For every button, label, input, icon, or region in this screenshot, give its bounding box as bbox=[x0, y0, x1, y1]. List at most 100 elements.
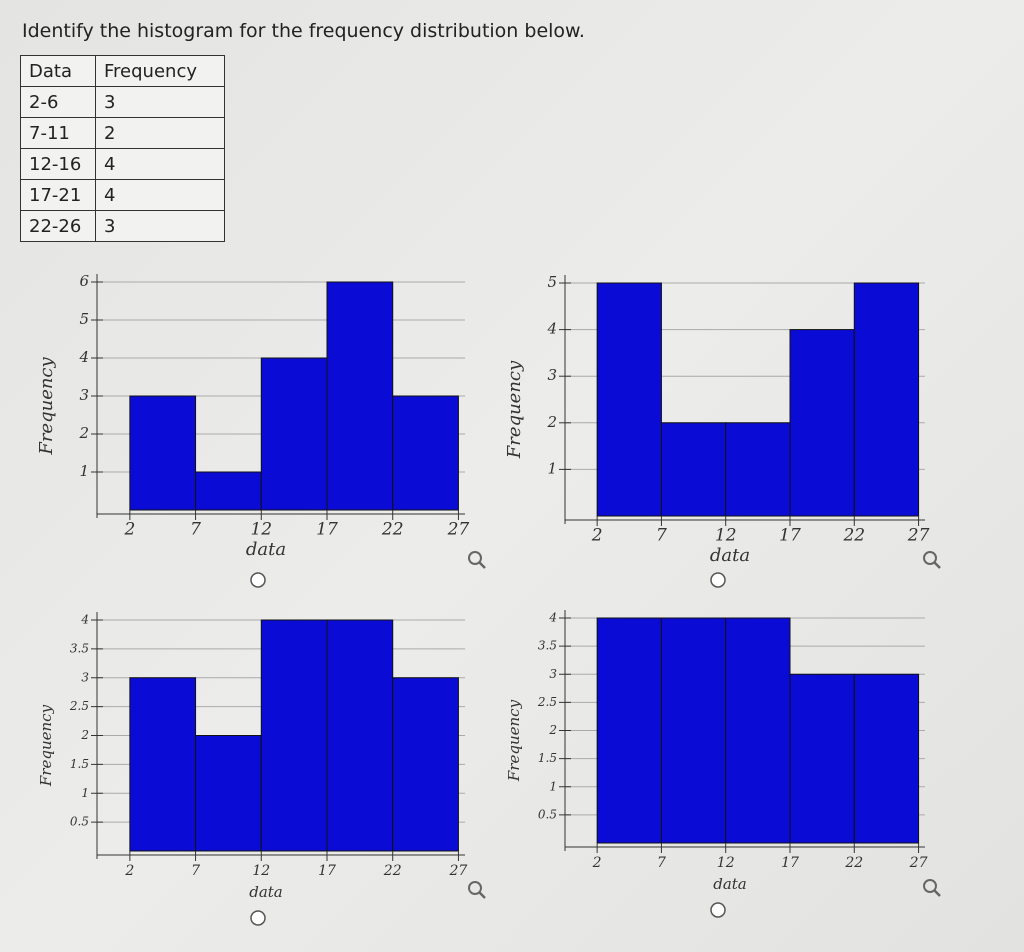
zoom-icon[interactable] bbox=[923, 879, 941, 897]
x-axis-label: data bbox=[710, 545, 750, 566]
x-tick-label: 2 bbox=[124, 863, 134, 879]
zoom-handle bbox=[478, 561, 486, 569]
bar bbox=[129, 395, 197, 511]
header-row: Data Frequency bbox=[20, 55, 225, 87]
y-tick-label: 2.5 bbox=[69, 699, 89, 713]
table-cell: 2 bbox=[95, 117, 225, 149]
bar bbox=[789, 673, 855, 844]
zoom-handle bbox=[933, 561, 941, 569]
y-tick-label: 1 bbox=[81, 786, 89, 800]
x-tick-label: 17 bbox=[781, 855, 799, 871]
bar bbox=[260, 357, 328, 511]
x-tick-label: 12 bbox=[715, 526, 737, 546]
x-tick-label: 27 bbox=[907, 526, 930, 546]
table-cell: 4 bbox=[95, 179, 225, 211]
y-axis-label: Frequency bbox=[505, 699, 523, 782]
x-tick-label: 17 bbox=[318, 863, 336, 879]
bar bbox=[725, 617, 791, 844]
x-axis-label: data bbox=[249, 883, 283, 901]
y-axis-label: Frequency bbox=[37, 704, 55, 787]
x-tick-label: 2 bbox=[123, 520, 135, 540]
y-tick-label: 2 bbox=[80, 728, 89, 742]
zoom-icon[interactable] bbox=[923, 551, 941, 569]
zoom-lens bbox=[468, 551, 482, 565]
y-tick-label: 2.5 bbox=[537, 695, 557, 709]
table-cell: 3 bbox=[95, 210, 225, 242]
y-tick-label: 1 bbox=[549, 779, 557, 793]
y-tick-label: 6 bbox=[79, 272, 89, 290]
table-cell: 7-11 bbox=[20, 117, 96, 149]
x-tick-label: 2 bbox=[592, 855, 602, 871]
header-cell: Frequency bbox=[95, 55, 225, 87]
zoom-icon[interactable] bbox=[468, 551, 486, 569]
table-cell: 3 bbox=[95, 86, 225, 118]
y-tick-label: 3 bbox=[549, 667, 557, 681]
y-axis-label: Frequency bbox=[504, 360, 525, 459]
zoom-lens bbox=[923, 879, 937, 893]
y-tick-label: 1.5 bbox=[538, 751, 557, 765]
x-tick-label: 22 bbox=[842, 526, 865, 546]
x-tick-label: 2 bbox=[591, 526, 603, 546]
frequency-table: Data Frequency 2-6 3 7-11 2 12-16 4 17-21 4 22-2… bbox=[20, 55, 225, 242]
y-tick-label: 3 bbox=[547, 366, 557, 384]
answer-radio[interactable] bbox=[710, 902, 726, 918]
bar bbox=[195, 471, 262, 511]
bar bbox=[195, 735, 262, 852]
y-tick-label: 4 bbox=[546, 320, 557, 338]
y-axis-label: Frequency bbox=[36, 356, 57, 455]
bar bbox=[596, 617, 662, 844]
x-tick-label: 12 bbox=[717, 855, 735, 871]
bar bbox=[326, 281, 394, 511]
x-tick-label: 27 bbox=[909, 855, 928, 871]
y-tick-label: 3 bbox=[81, 670, 89, 684]
bar bbox=[660, 422, 727, 517]
x-axis-label: data bbox=[246, 539, 286, 560]
x-tick-label: 22 bbox=[844, 855, 863, 871]
answer-radio[interactable] bbox=[250, 572, 266, 588]
question: Identify the histogram for the frequency… bbox=[22, 20, 585, 42]
bar bbox=[789, 329, 855, 517]
y-tick-label: 1 bbox=[79, 462, 89, 480]
zoom-handle bbox=[478, 891, 486, 899]
y-tick-label: 1.5 bbox=[70, 757, 89, 771]
x-axis-label: data bbox=[713, 875, 747, 893]
x-tick-label: 7 bbox=[656, 526, 667, 546]
bar bbox=[853, 673, 920, 844]
y-tick-label: 3.5 bbox=[70, 641, 89, 655]
x-tick-label: 7 bbox=[191, 863, 200, 879]
x-tick-label: 12 bbox=[252, 863, 270, 879]
y-tick-label: 3 bbox=[79, 386, 89, 404]
bar bbox=[596, 282, 662, 517]
bar bbox=[853, 282, 920, 517]
zoom-handle bbox=[933, 889, 941, 897]
y-tick-label: 3.5 bbox=[538, 639, 557, 653]
table-row: 7-11 2 bbox=[20, 117, 225, 149]
bar bbox=[392, 677, 459, 852]
y-tick-label: 2 bbox=[546, 413, 557, 431]
y-tick-label: 0.5 bbox=[538, 807, 557, 821]
y-tick-label: 4 bbox=[548, 611, 557, 625]
x-tick-label: 27 bbox=[449, 863, 468, 879]
y-tick-label: 4 bbox=[78, 348, 89, 366]
x-tick-label: 17 bbox=[316, 520, 338, 540]
y-tick-label: 4 bbox=[80, 613, 89, 627]
y-tick-label: 1 bbox=[547, 459, 557, 477]
y-tick-label: 2 bbox=[78, 424, 89, 442]
table-row: 17-21 4 bbox=[20, 179, 225, 211]
bar bbox=[326, 619, 394, 852]
zoom-lens bbox=[468, 881, 482, 895]
bar bbox=[660, 617, 727, 844]
y-tick-label: 5 bbox=[547, 273, 557, 291]
x-tick-label: 17 bbox=[779, 526, 801, 546]
x-tick-label: 12 bbox=[250, 520, 272, 540]
bar bbox=[392, 395, 459, 511]
zoom-lens bbox=[923, 551, 937, 565]
bar bbox=[129, 677, 197, 852]
x-tick-label: 22 bbox=[383, 863, 402, 879]
x-tick-label: 22 bbox=[381, 520, 404, 540]
answer-radio[interactable] bbox=[710, 572, 726, 588]
zoom-icon[interactable] bbox=[468, 881, 486, 899]
answer-radio[interactable] bbox=[250, 910, 266, 926]
table-body: 2-6 3 7-11 2 12-16 4 17-21 4 22-26 3 bbox=[20, 86, 225, 242]
